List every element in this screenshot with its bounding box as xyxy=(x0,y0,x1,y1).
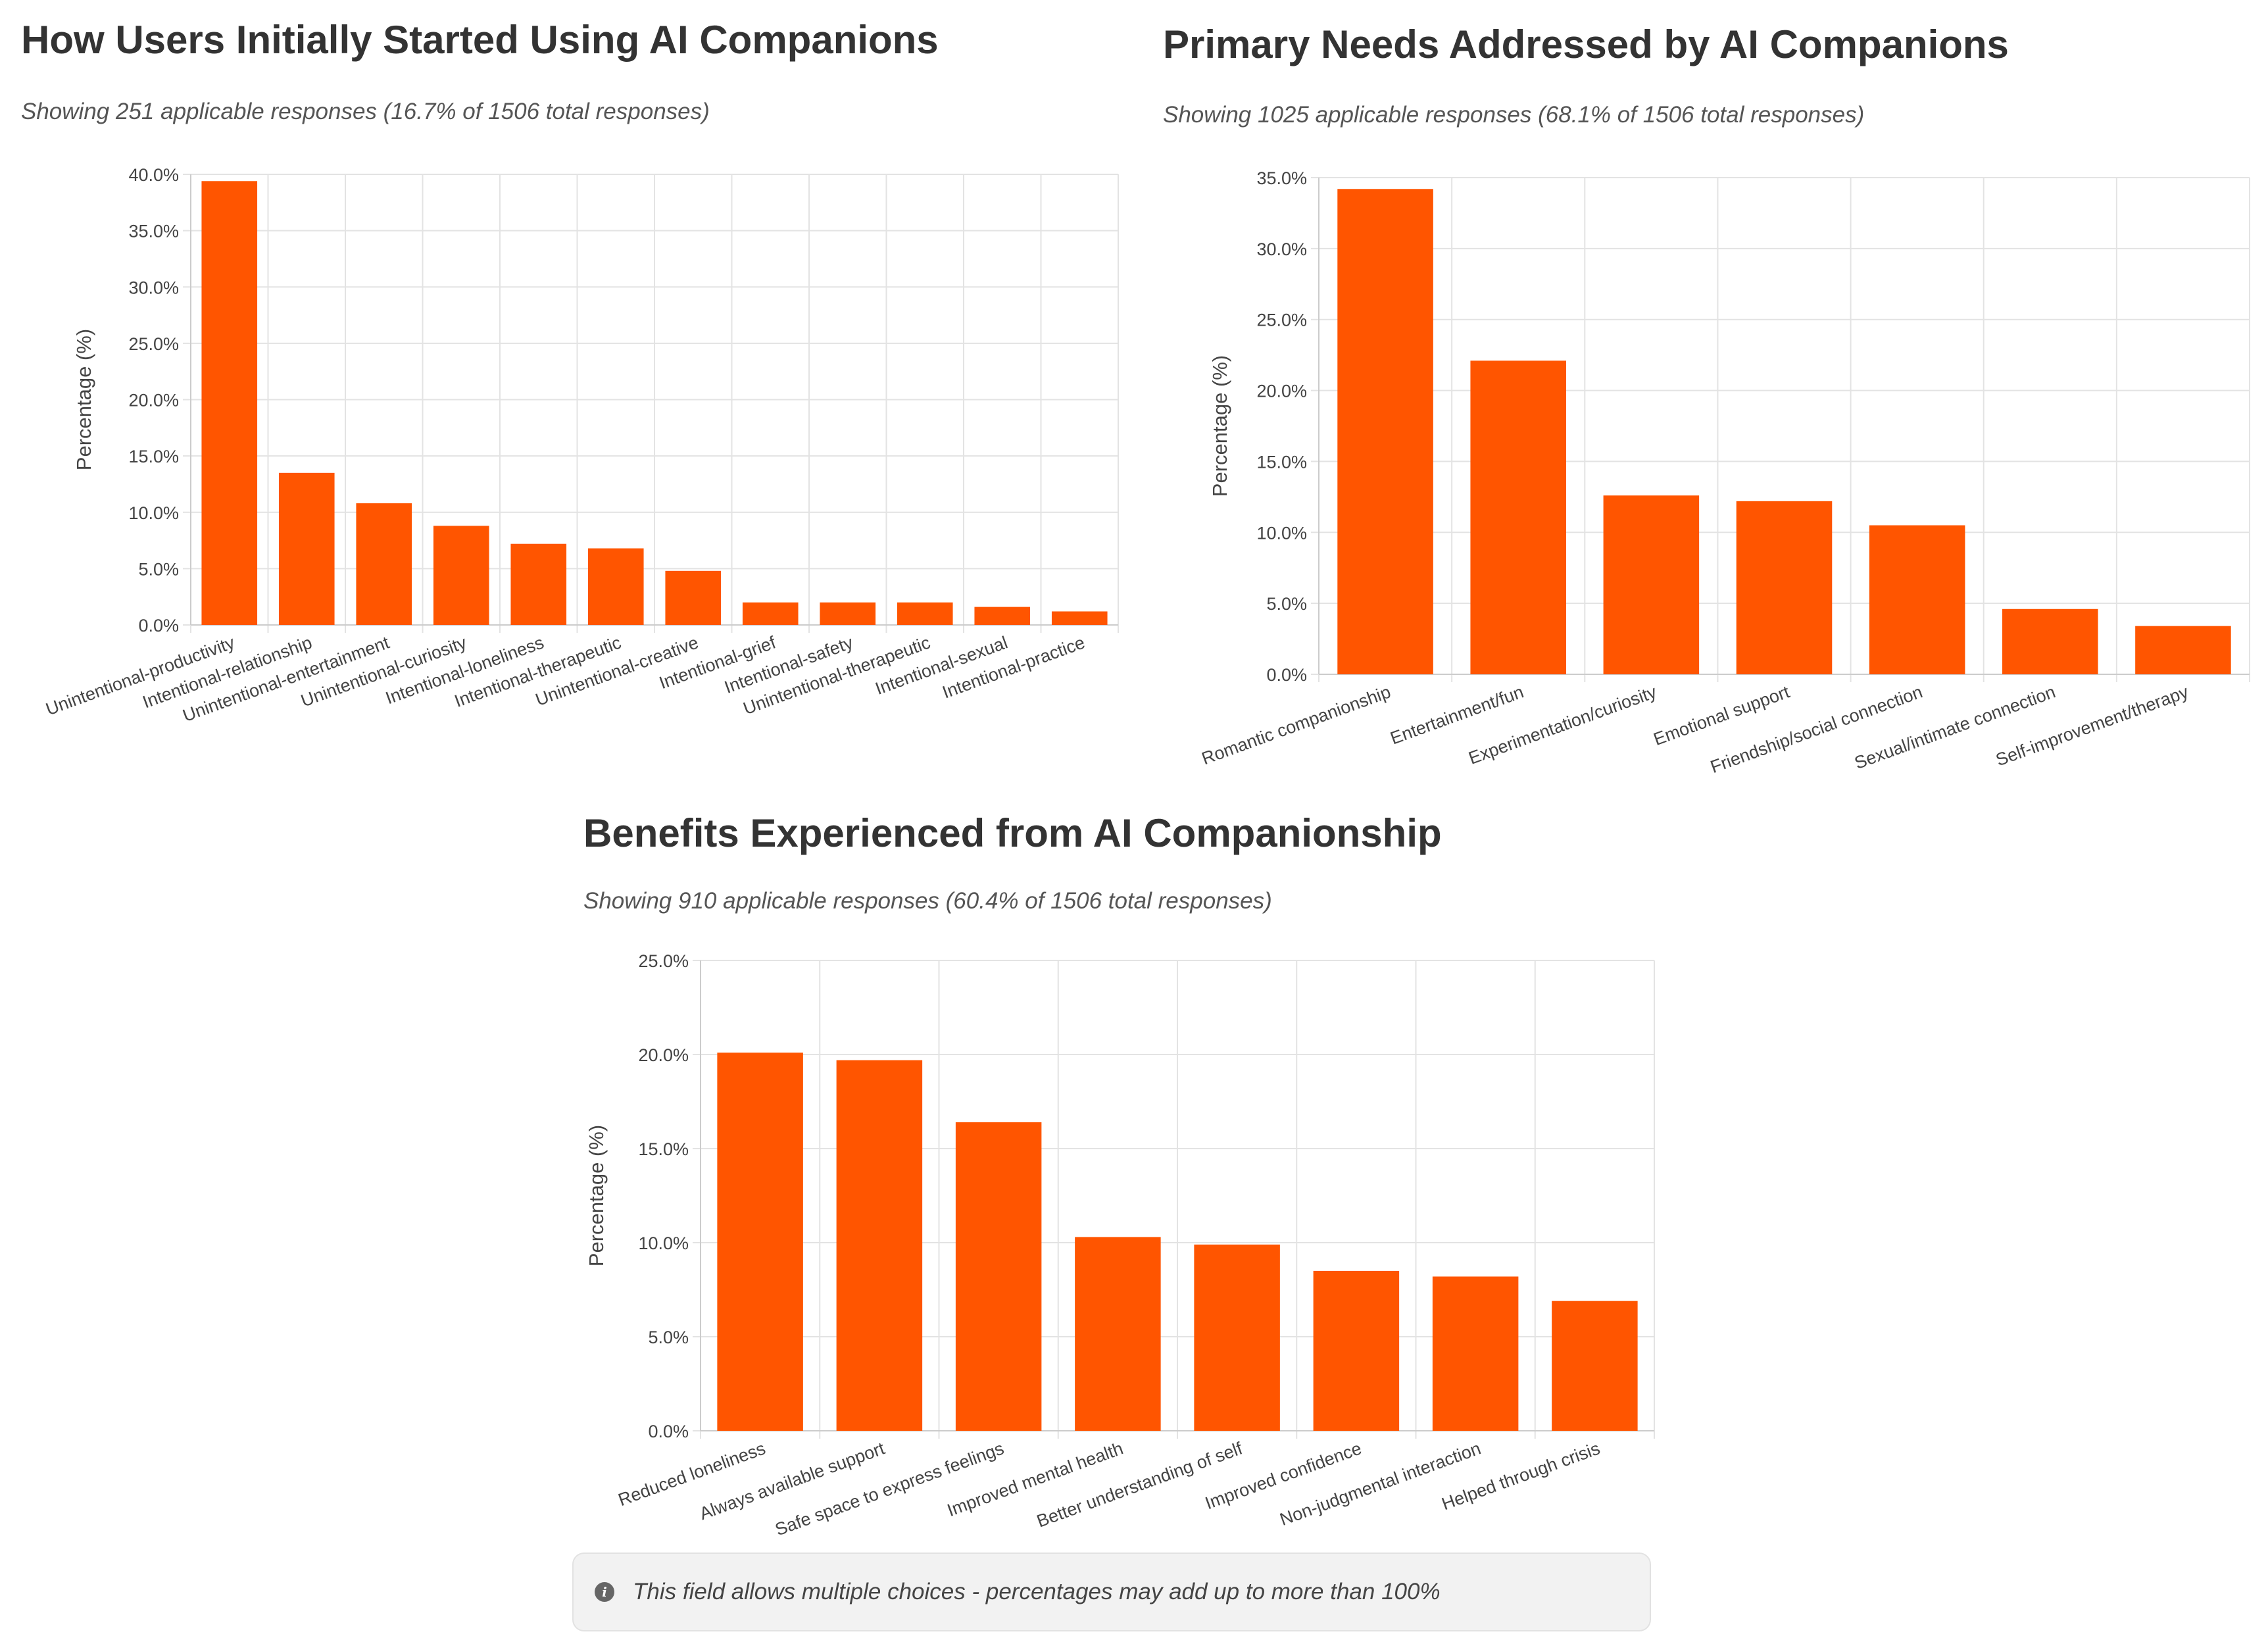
chart-1-y-tick-label: 30.0% xyxy=(128,278,179,297)
chart-2-subtitle: Showing 1025 applicable responses (68.1%… xyxy=(1163,102,1865,128)
chart-3-y-tick-label: 25.0% xyxy=(638,951,689,971)
chart-1-y-tick-label: 0.0% xyxy=(138,616,179,635)
chart-2-title: Primary Needs Addressed by AI Companions xyxy=(1163,22,2009,66)
chart-1-y-tick-label: 40.0% xyxy=(128,165,179,185)
chart-2-bar xyxy=(1603,495,1700,674)
chart-3-bar xyxy=(1552,1301,1638,1431)
chart-3-subtitle: Showing 910 applicable responses (60.4% … xyxy=(583,888,1272,914)
chart-2-bar xyxy=(1736,501,1833,674)
chart-1-bar xyxy=(356,503,412,625)
chart-3-y-axis-label: Percentage (%) xyxy=(585,1125,608,1266)
chart-2-x-tick-label: Romantic companionship xyxy=(1199,682,1393,768)
chart-3-title: Benefits Experienced from AI Companionsh… xyxy=(583,811,1442,855)
chart-3-y-tick-label: 0.0% xyxy=(648,1422,689,1441)
chart-3-y-tick-label: 5.0% xyxy=(648,1328,689,1347)
chart-2-y-tick-label: 20.0% xyxy=(1256,382,1307,401)
chart-1-y-tick-label: 10.0% xyxy=(128,503,179,523)
multiple-choice-note: i This field allows multiple choices - p… xyxy=(572,1553,1651,1631)
chart-2-y-axis-label: Percentage (%) xyxy=(1208,355,1231,497)
chart-3-y-tick-label: 15.0% xyxy=(638,1139,689,1159)
chart-2-x-tick-label: Friendship/social connection xyxy=(1708,682,1925,777)
chart-1-y-axis-label: Percentage (%) xyxy=(72,329,95,470)
chart-1-bar xyxy=(278,472,335,625)
chart-1-bar xyxy=(510,543,567,625)
chart-2-y-tick-label: 0.0% xyxy=(1266,665,1307,685)
chart-3-y-tick-label: 10.0% xyxy=(638,1233,689,1253)
chart-2-y-tick-label: 35.0% xyxy=(1256,168,1307,188)
chart-2-y-tick-label: 5.0% xyxy=(1266,594,1307,614)
chart-2-bar xyxy=(2002,609,2098,674)
chart-2-bar xyxy=(2135,626,2231,674)
chart-1-bar xyxy=(974,607,1031,625)
chart-1-y-tick-label: 35.0% xyxy=(128,222,179,241)
chart-1-bar xyxy=(742,602,799,625)
chart-1-bar xyxy=(201,181,258,625)
chart-2-y-tick-label: 15.0% xyxy=(1256,452,1307,472)
chart-3-bar xyxy=(1075,1237,1161,1431)
chart-3-x-tick-label: Non-judgmental interaction xyxy=(1277,1438,1483,1529)
chart-1-bar xyxy=(665,570,722,625)
chart-1-bar xyxy=(897,602,953,625)
chart-1-bar xyxy=(820,602,876,625)
chart-3-bar xyxy=(1194,1244,1280,1431)
chart-2-bar xyxy=(1337,189,1433,674)
chart-1-y-tick-label: 15.0% xyxy=(128,447,179,466)
info-icon: i xyxy=(595,1582,614,1602)
chart-3-bar xyxy=(836,1060,923,1431)
chart-2-y-tick-label: 25.0% xyxy=(1256,311,1307,330)
chart-1-subtitle: Showing 251 applicable responses (16.7% … xyxy=(21,99,710,124)
chart-3-bar xyxy=(1313,1270,1400,1431)
chart-3-bar xyxy=(717,1053,803,1431)
chart-2-y-tick-label: 30.0% xyxy=(1256,239,1307,259)
chart-1-bar xyxy=(587,548,644,625)
chart-2-bar xyxy=(1470,360,1566,674)
chart-1-bar xyxy=(1051,611,1108,625)
chart-1-title: How Users Initially Started Using AI Com… xyxy=(21,18,939,62)
chart-1-y-tick-label: 5.0% xyxy=(138,559,179,579)
chart-1-y-tick-label: 25.0% xyxy=(128,334,179,354)
chart-3-x-tick-label: Safe space to express feelings xyxy=(772,1438,1006,1539)
chart-3-bar xyxy=(1432,1276,1519,1431)
note-text: This field allows multiple choices - per… xyxy=(633,1579,1441,1604)
chart-3-x-tick-label: Better understanding of self xyxy=(1034,1438,1245,1531)
chart-1-bar xyxy=(433,526,489,625)
chart-3-y-tick-label: 20.0% xyxy=(638,1045,689,1065)
chart-2-y-tick-label: 10.0% xyxy=(1256,523,1307,543)
chart-3-bar xyxy=(955,1122,1042,1431)
chart-2-bar xyxy=(1869,525,1965,674)
chart-1-y-tick-label: 20.0% xyxy=(128,391,179,410)
